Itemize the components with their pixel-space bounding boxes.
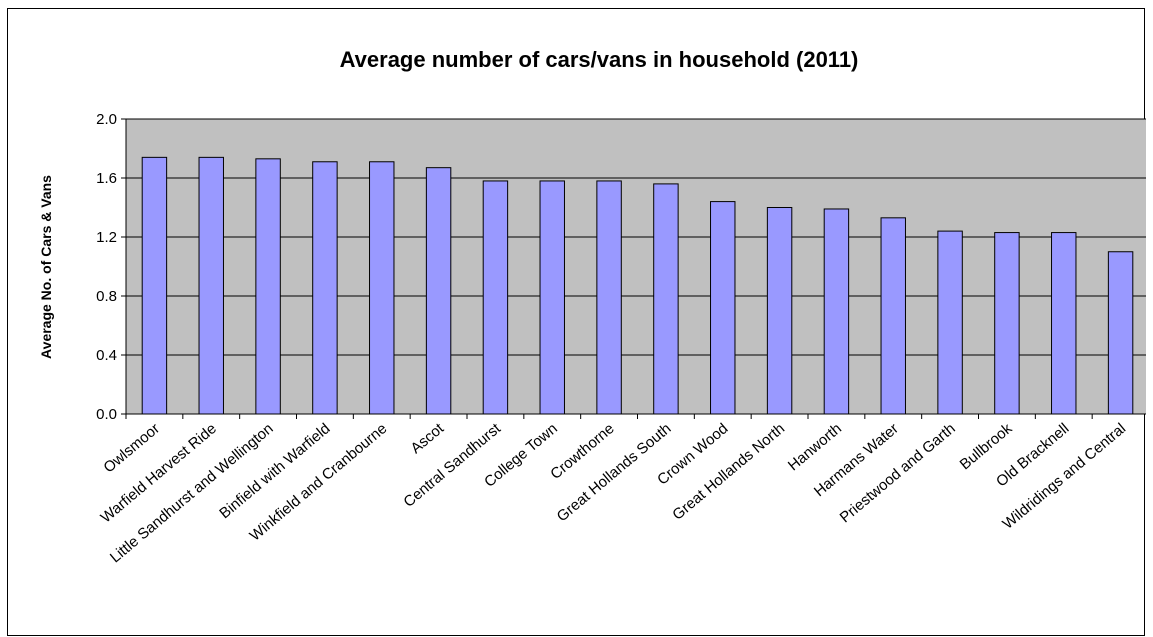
bar xyxy=(653,183,679,415)
bars xyxy=(141,156,1134,415)
y-tick-label: 1.6 xyxy=(96,170,117,187)
y-axis-label: Average No. of Cars & Vans xyxy=(38,175,54,359)
bar xyxy=(710,201,736,415)
bar xyxy=(539,180,565,415)
bar xyxy=(1107,251,1134,415)
y-tick-label: 0.4 xyxy=(96,347,117,364)
bar xyxy=(766,207,793,415)
chart-title: Average number of cars/vans in household… xyxy=(340,47,859,72)
bar xyxy=(596,180,622,415)
bar xyxy=(937,230,963,415)
bar xyxy=(1051,232,1077,415)
bar xyxy=(141,156,168,415)
x-tick-label: Great Hollands North xyxy=(669,420,788,524)
bar xyxy=(369,161,395,415)
bar xyxy=(823,208,850,415)
bar-chart: Average number of cars/vans in household… xyxy=(38,47,1146,566)
bar xyxy=(482,180,509,415)
bar xyxy=(425,167,452,415)
y-tick-label: 0.8 xyxy=(96,288,117,305)
y-axis: 0.0 0.4 0.8 1.2 1.6 2.0 xyxy=(96,111,127,423)
plot-area xyxy=(125,118,1146,415)
y-tick-label: 0.0 xyxy=(96,406,117,423)
x-tick-label: Central Sandhurst xyxy=(400,420,504,511)
chart-frame: Average number of cars/vans in household… xyxy=(7,8,1146,636)
bar xyxy=(880,217,906,415)
bar xyxy=(994,232,1020,415)
y-tick-label: 1.2 xyxy=(96,229,117,246)
gridlines xyxy=(126,118,1146,356)
x-tick-label: Ascot xyxy=(407,420,447,458)
y-tick-label: 2.0 xyxy=(96,111,117,128)
bar xyxy=(198,156,224,415)
bar xyxy=(312,161,338,415)
bar xyxy=(255,158,281,415)
